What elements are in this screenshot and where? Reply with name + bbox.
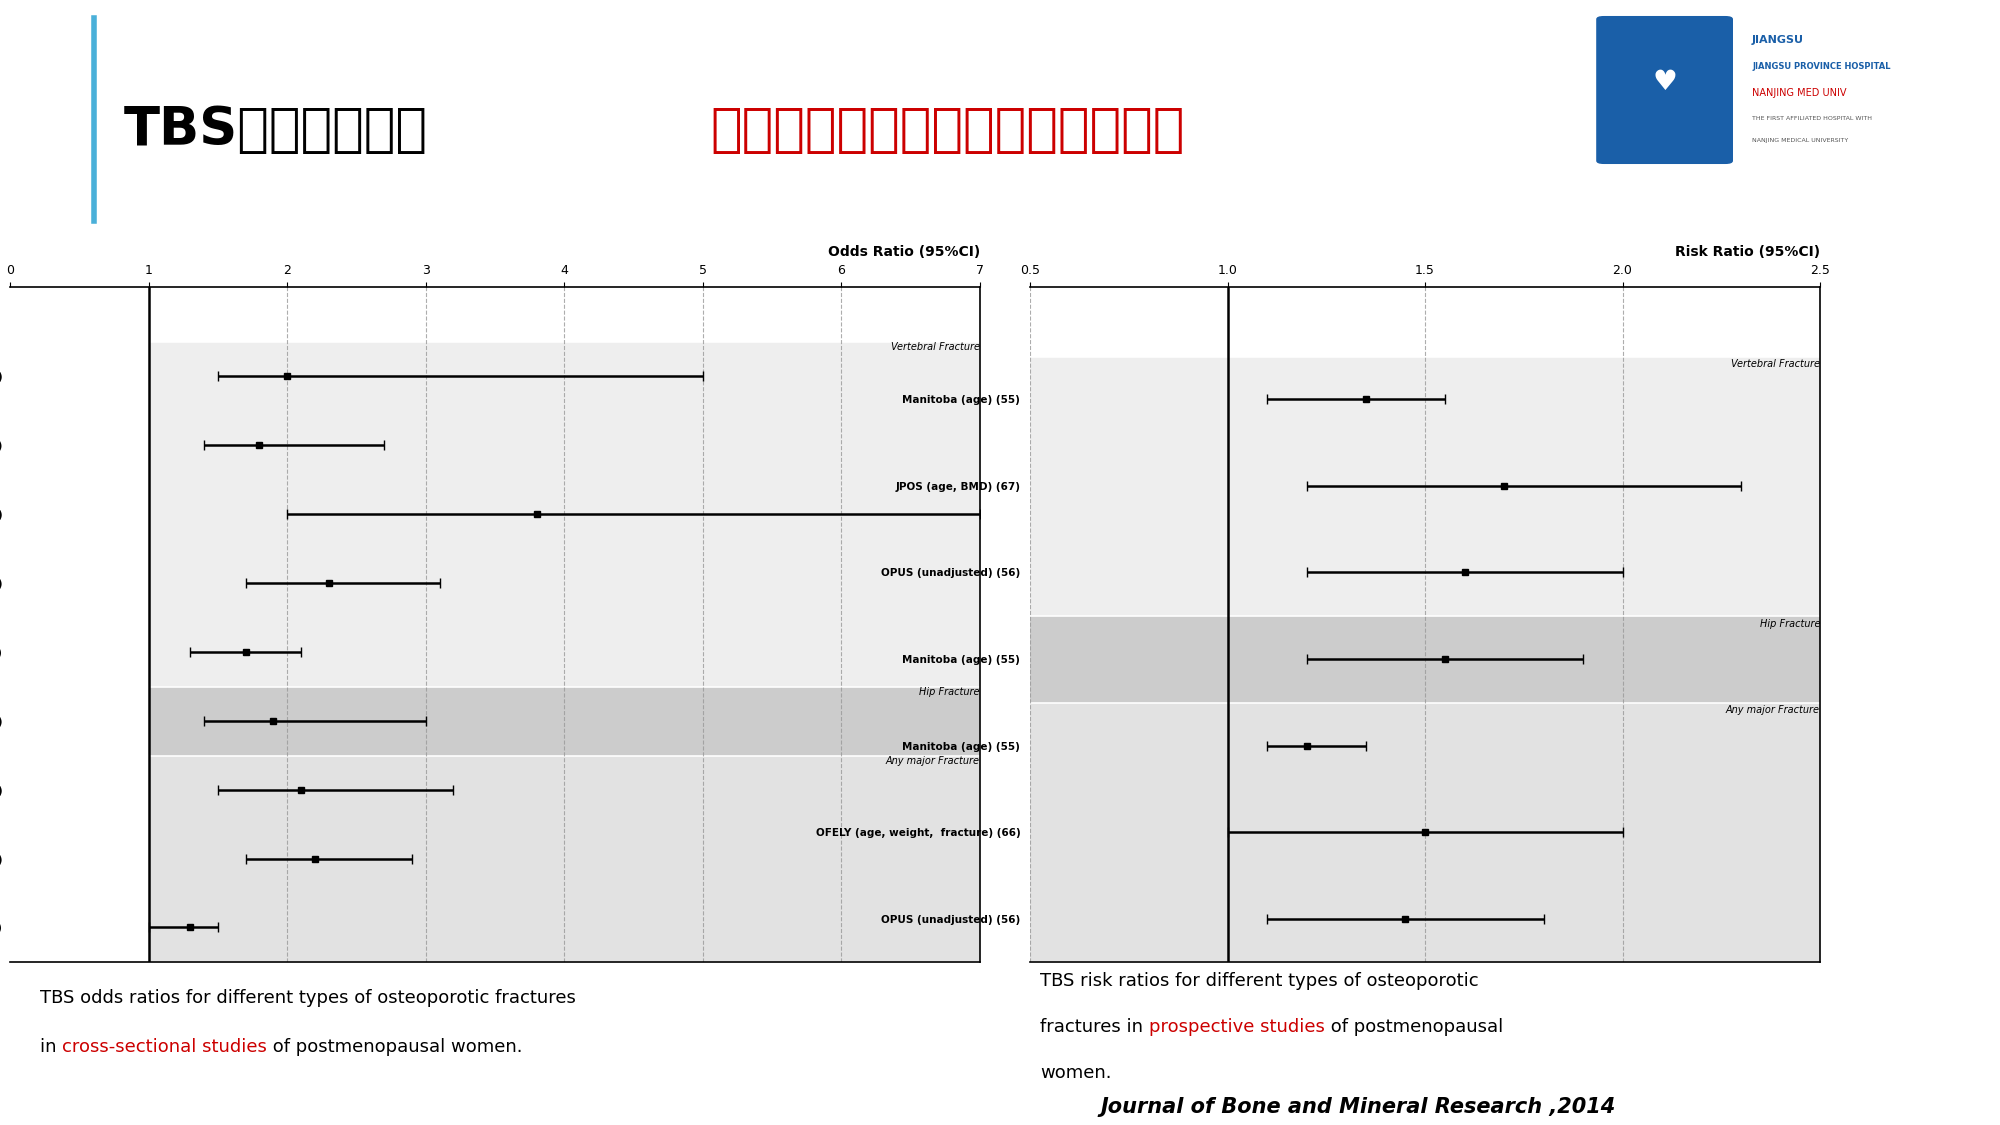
Text: Vertebral Fracture: Vertebral Fracture bbox=[890, 342, 980, 352]
FancyBboxPatch shape bbox=[1596, 16, 1732, 164]
Text: ♥: ♥ bbox=[1652, 69, 1678, 96]
Text: fractures in: fractures in bbox=[1040, 1018, 1148, 1036]
Text: prospective studies: prospective studies bbox=[1148, 1018, 1324, 1036]
Text: cross-sectional studies: cross-sectional studies bbox=[62, 1037, 268, 1055]
Text: Any major Fracture: Any major Fracture bbox=[1726, 705, 1820, 716]
Text: of postmenopausal women.: of postmenopausal women. bbox=[268, 1037, 522, 1055]
Text: TBS odds ratios for different types of osteoporotic fractures: TBS odds ratios for different types of o… bbox=[40, 989, 576, 1007]
Text: Vertebral Fracture: Vertebral Fracture bbox=[1732, 359, 1820, 369]
Text: Journal of Bone and Mineral Research ,2014: Journal of Bone and Mineral Research ,20… bbox=[1100, 1097, 1616, 1117]
Text: women.: women. bbox=[1040, 1064, 1112, 1082]
Bar bbox=[148, 687, 980, 754]
Text: Any major Fracture: Any major Fracture bbox=[886, 756, 980, 766]
Bar bbox=[148, 757, 980, 961]
Text: THE FIRST AFFILIATED HOSPITAL WITH: THE FIRST AFFILIATED HOSPITAL WITH bbox=[1752, 116, 1872, 120]
Text: Risk Ratio (95%CI): Risk Ratio (95%CI) bbox=[1674, 245, 1820, 259]
Text: JIANGSU: JIANGSU bbox=[1752, 35, 1804, 45]
Text: of postmenopausal: of postmenopausal bbox=[1324, 1018, 1502, 1036]
Text: Hip Fracture: Hip Fracture bbox=[1760, 619, 1820, 629]
Text: NANJING MEDICAL UNIVERSITY: NANJING MEDICAL UNIVERSITY bbox=[1752, 138, 1848, 143]
Text: JIANGSU PROVINCE HOSPITAL: JIANGSU PROVINCE HOSPITAL bbox=[1752, 62, 1890, 71]
Text: in: in bbox=[40, 1037, 62, 1055]
Text: Odds Ratio (95%CI): Odds Ratio (95%CI) bbox=[828, 245, 980, 259]
Text: TBS risk ratios for different types of osteoporotic: TBS risk ratios for different types of o… bbox=[1040, 972, 1478, 990]
Text: TBS的重要价值：: TBS的重要价值： bbox=[124, 105, 428, 156]
Bar bbox=[1030, 618, 1820, 701]
Text: 可独立于骨密度之外预测骨折风险: 可独立于骨密度之外预测骨折风险 bbox=[710, 105, 1184, 156]
Bar bbox=[1030, 358, 1820, 614]
Bar bbox=[148, 343, 980, 685]
Text: Hip Fracture: Hip Fracture bbox=[920, 686, 980, 696]
Text: NANJING MED UNIV: NANJING MED UNIV bbox=[1752, 88, 1846, 98]
Bar bbox=[1030, 704, 1820, 960]
